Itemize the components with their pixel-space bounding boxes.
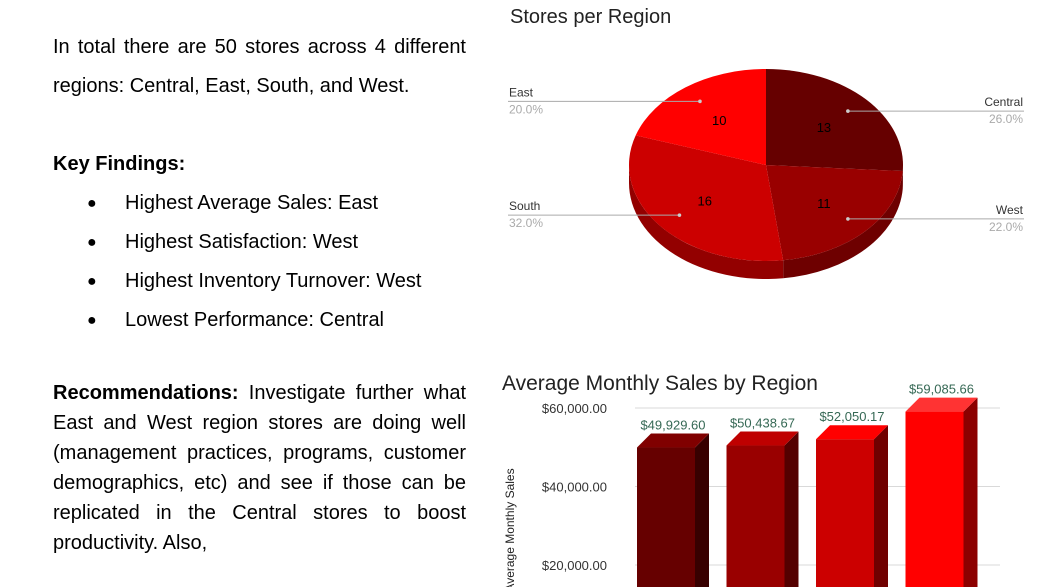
recommendations-body: Investigate further what East and West r… (53, 382, 466, 554)
pie-slice-east (635, 69, 766, 165)
pie-slice-side (629, 165, 784, 279)
pie-value-label: 10 (712, 113, 726, 128)
y-tick-label: $60,000.00 (542, 401, 607, 416)
bullet-icon: ● (87, 312, 97, 329)
bar-value-label: $50,438.67 (730, 416, 795, 431)
bar (726, 445, 785, 587)
bar-top (905, 397, 978, 412)
pie-slice-side (783, 171, 903, 279)
finding-item: ● Highest Satisfaction: West (53, 223, 466, 262)
bar-value-label: $49,929.60 (640, 418, 705, 433)
bar-title: Average Monthly Sales by Region (502, 372, 818, 395)
pie-slice-west (766, 165, 903, 261)
bullet-icon: ● (87, 195, 97, 212)
pie-leader-dot (677, 213, 682, 217)
pie-slice-south (629, 135, 784, 261)
bar-side (874, 425, 888, 587)
pie-sides (629, 165, 903, 279)
bar (905, 411, 964, 587)
pie-percent-label: 26.0% (989, 112, 1023, 126)
intro-text: In total there are 50 stores across 4 di… (53, 36, 466, 97)
bar-side (695, 433, 709, 587)
pie-title: Stores per Region (510, 6, 671, 28)
pie-category-label: West (996, 203, 1024, 217)
recommendations: Recommendations: Investigate further wha… (53, 378, 466, 558)
bar-chart: Average Monthly Sales by Region $20,000.… (502, 372, 1000, 587)
pie-slice-central (766, 69, 903, 172)
finding-item: ● Highest Inventory Turnover: West (53, 262, 466, 301)
bullet-icon: ● (87, 273, 97, 290)
key-findings-title: Key Findings: (53, 153, 186, 175)
bar-top (816, 425, 888, 440)
findings-list: ● Highest Average Sales: East ● Highest Sa… (53, 184, 466, 340)
summary-panel: In total there are 50 stores across 4 di… (53, 28, 466, 558)
y-axis-label: Average Monthly Sales (503, 468, 517, 587)
finding-item: ● Highest Average Sales: East (53, 184, 466, 223)
pie-leader-dot (698, 99, 702, 104)
bar-side (784, 431, 799, 587)
y-tick-label: $20,000.00 (542, 558, 607, 573)
bullet-icon: ● (87, 234, 97, 251)
pie-top (629, 69, 903, 261)
pie-percent-label: 20.0% (509, 102, 543, 116)
bar-value-label: $59,085.66 (909, 382, 974, 397)
pie-category-label: East (509, 85, 534, 99)
recommendations-title: Recommendations: (53, 382, 239, 404)
pie-leader-dot (846, 217, 850, 221)
pie-value-label: 11 (817, 196, 831, 211)
bar-top (637, 433, 709, 448)
pie-value-label: 13 (817, 120, 831, 135)
pie-category-label: Central (984, 95, 1023, 109)
pie-percent-label: 22.0% (989, 220, 1023, 234)
bar-top (726, 431, 799, 446)
bar (816, 439, 874, 587)
bar-side (963, 397, 978, 587)
bar (637, 447, 695, 587)
bar-value-label: $52,050.17 (819, 409, 884, 424)
y-tick-label: $40,000.00 (542, 480, 607, 495)
pie-value-label: 16 (698, 193, 712, 208)
pie-chart: Stores per Region 13 Central 26.0% 11 West 22… (508, 6, 1024, 279)
pie-category-label: South (509, 199, 540, 213)
finding-item: ● Lowest Performance: Central (53, 301, 466, 340)
pie-leader-dot (846, 109, 850, 113)
pie-percent-label: 32.0% (509, 216, 543, 230)
